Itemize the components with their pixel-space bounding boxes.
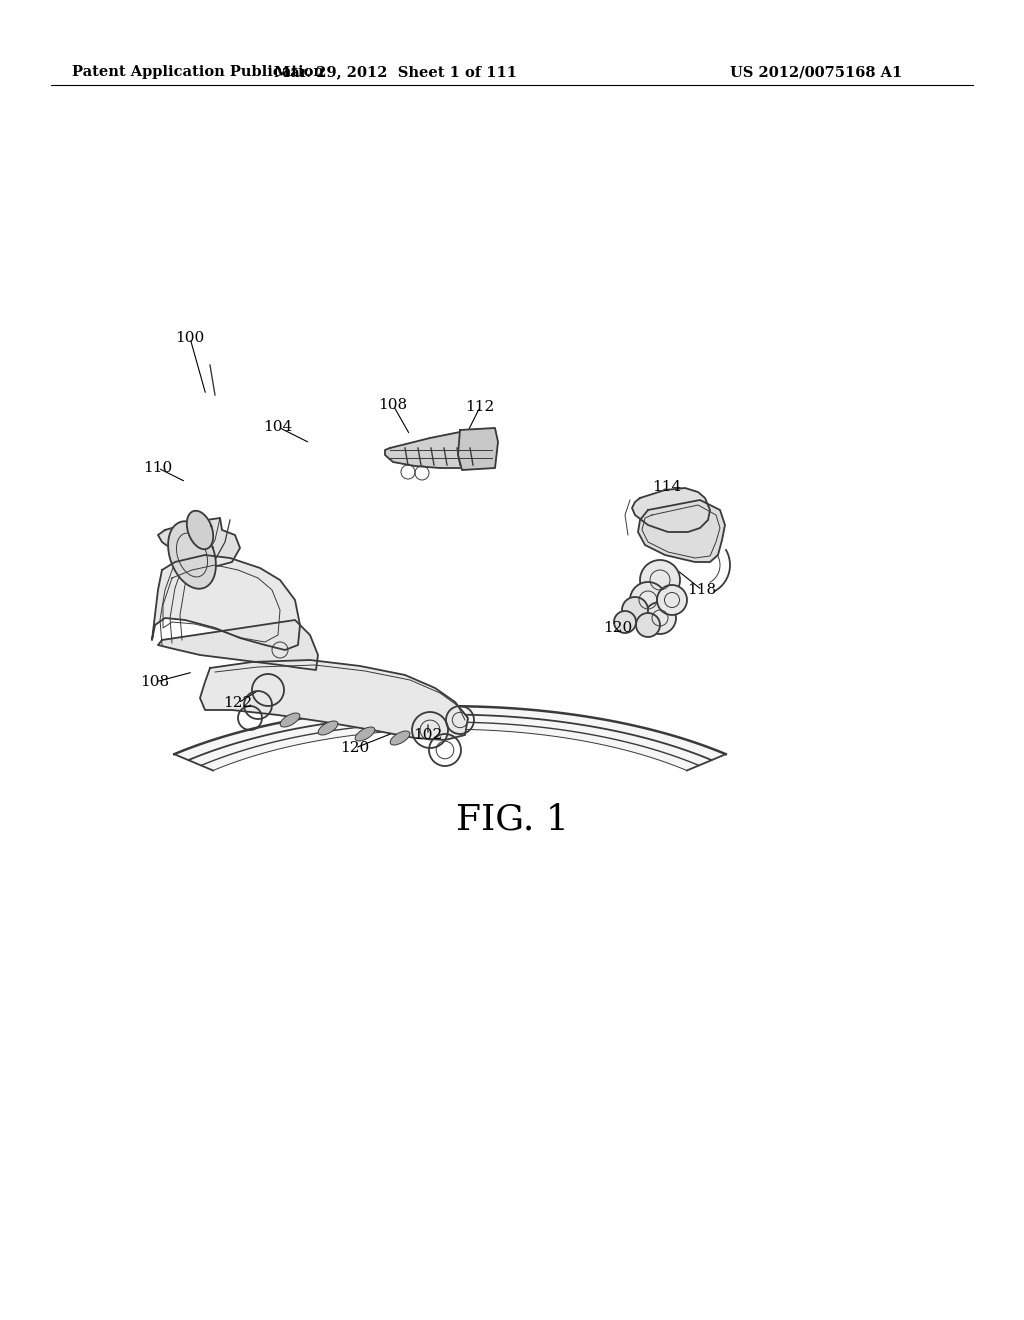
Polygon shape bbox=[638, 500, 725, 562]
Text: US 2012/0075168 A1: US 2012/0075168 A1 bbox=[730, 65, 902, 79]
Text: 108: 108 bbox=[379, 399, 408, 412]
Polygon shape bbox=[168, 521, 216, 589]
Text: 120: 120 bbox=[603, 620, 633, 635]
Polygon shape bbox=[186, 511, 213, 549]
Polygon shape bbox=[152, 554, 300, 649]
Circle shape bbox=[614, 611, 636, 634]
Text: 118: 118 bbox=[687, 583, 717, 597]
Text: 114: 114 bbox=[652, 480, 682, 494]
Polygon shape bbox=[158, 620, 318, 671]
Text: 100: 100 bbox=[175, 331, 205, 345]
Circle shape bbox=[630, 582, 666, 618]
Text: 120: 120 bbox=[340, 741, 370, 755]
Circle shape bbox=[622, 597, 648, 623]
Polygon shape bbox=[200, 660, 468, 741]
Ellipse shape bbox=[318, 721, 338, 735]
Text: 108: 108 bbox=[140, 675, 170, 689]
Polygon shape bbox=[174, 706, 726, 771]
Text: 102: 102 bbox=[414, 729, 442, 742]
Text: 112: 112 bbox=[465, 400, 495, 414]
Polygon shape bbox=[158, 517, 240, 568]
Circle shape bbox=[657, 585, 687, 615]
Circle shape bbox=[636, 612, 660, 638]
Ellipse shape bbox=[390, 731, 410, 744]
Circle shape bbox=[644, 602, 676, 634]
Circle shape bbox=[640, 560, 680, 601]
Text: 110: 110 bbox=[143, 461, 173, 475]
Polygon shape bbox=[632, 488, 710, 532]
Text: 104: 104 bbox=[263, 420, 293, 434]
Ellipse shape bbox=[355, 727, 375, 741]
Ellipse shape bbox=[281, 713, 300, 727]
Text: 122: 122 bbox=[223, 696, 253, 710]
Text: Patent Application Publication: Patent Application Publication bbox=[72, 65, 324, 79]
Polygon shape bbox=[458, 428, 498, 470]
Text: FIG. 1: FIG. 1 bbox=[456, 803, 568, 837]
Text: Mar. 29, 2012  Sheet 1 of 111: Mar. 29, 2012 Sheet 1 of 111 bbox=[273, 65, 516, 79]
Polygon shape bbox=[385, 430, 495, 469]
